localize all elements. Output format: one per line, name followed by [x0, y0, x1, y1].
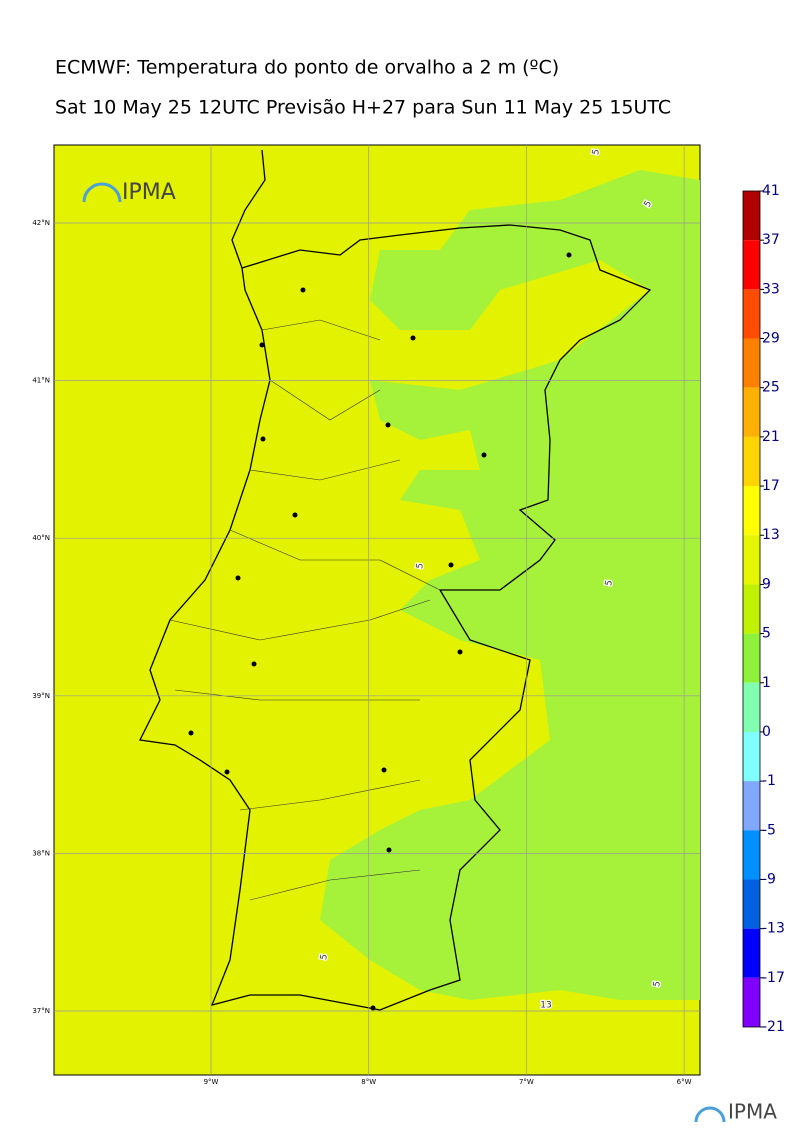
colorbar-segment — [743, 584, 760, 634]
contour-label: 5 — [591, 148, 602, 155]
colorbar-label: -1 — [762, 773, 776, 789]
subtitle: Sat 10 May 25 12UTC Previsão H+27 para S… — [55, 97, 671, 119]
colorbar-label: 5 — [762, 626, 771, 642]
colorbar-segment — [743, 682, 760, 732]
contour-label: 5 — [604, 579, 615, 586]
colorbar-label: 21 — [762, 429, 780, 445]
colorbar-label: -21 — [762, 1019, 785, 1035]
colorbar-segment — [743, 830, 760, 880]
contour-label: 13 — [540, 1001, 551, 1011]
colorbar-segment — [743, 240, 760, 290]
colorbar-label: 33 — [762, 281, 780, 297]
colorbar-segment — [743, 436, 760, 487]
colorbar-segment — [743, 731, 760, 782]
contour-label: 5 — [319, 953, 330, 960]
colorbar-label: 37 — [762, 232, 780, 248]
cities — [188, 252, 572, 1011]
colorbar-segment — [743, 289, 760, 339]
colorbar-label: 17 — [762, 478, 780, 494]
lat-label: 42°N — [32, 219, 50, 227]
green-region — [320, 145, 700, 1075]
footer-logo-arc — [694, 1106, 726, 1123]
colorbar-label: 41 — [762, 183, 780, 199]
title: ECMWF: Temperatura do ponto de orvalho a… — [55, 57, 559, 79]
colorbar-segment — [743, 928, 760, 978]
lat-label: 41°N — [32, 377, 50, 385]
ipma-logo: IPMA — [122, 180, 176, 205]
portugal-border — [139, 224, 652, 1011]
lon-label: 9°W — [204, 1078, 219, 1086]
colorbar-label: 0 — [762, 724, 771, 740]
colorbar-label: 1 — [762, 675, 771, 691]
footer-logo: IPMA — [728, 1100, 777, 1124]
colorbar-segment — [743, 633, 760, 683]
galicia-coast — [231, 149, 266, 269]
colorbar-segment — [743, 879, 760, 929]
colorbar: 41 37 33 29 25 21 17 13 9 5 1 0 -1 -5 -9 -13 -17 -21 — [742, 183, 785, 1035]
colorbar-frame — [742, 190, 761, 1028]
colorbar-segment — [743, 977, 760, 1027]
colorbar-segment — [743, 486, 760, 536]
lon-label: 7°W — [519, 1078, 534, 1086]
colorbar-label: -5 — [762, 822, 776, 838]
lat-label: 40°N — [32, 534, 50, 542]
lat-label: 38°N — [32, 849, 50, 857]
lat-label: 37°N — [32, 1007, 50, 1015]
colorbar-segment — [743, 535, 760, 585]
colorbar-label: -13 — [762, 921, 785, 937]
colorbar-label: 29 — [762, 331, 780, 347]
colorbar-label: 13 — [762, 527, 780, 543]
district-borders — [169, 319, 441, 901]
colorbar-label: -17 — [762, 970, 785, 986]
map-area: 42°N 41°N 40°N 39°N 38°N 37°N 9°W 8°W 7°W 6°W 5 5 5 5… — [32, 144, 701, 1086]
contour-label: 5 — [415, 562, 426, 569]
colorbar-label: 25 — [762, 380, 780, 396]
colorbar-segment — [743, 387, 760, 437]
logo-arc — [82, 182, 122, 203]
lon-label: 6°W — [677, 1078, 692, 1086]
colorbar-segment — [743, 781, 760, 831]
lat-label: 39°N — [32, 692, 50, 700]
colorbar-label: 9 — [762, 576, 771, 592]
colorbar-segment — [743, 191, 760, 241]
colorbar-label: -9 — [762, 871, 776, 887]
colorbar-segment — [743, 338, 760, 388]
contour-label: 5 — [652, 980, 663, 987]
lon-label: 8°W — [361, 1078, 376, 1086]
graticule: 42°N 41°N 40°N 39°N 38°N 37°N 9°W 8°W 7°W 6°W 5 5 5 5… — [32, 145, 700, 1086]
